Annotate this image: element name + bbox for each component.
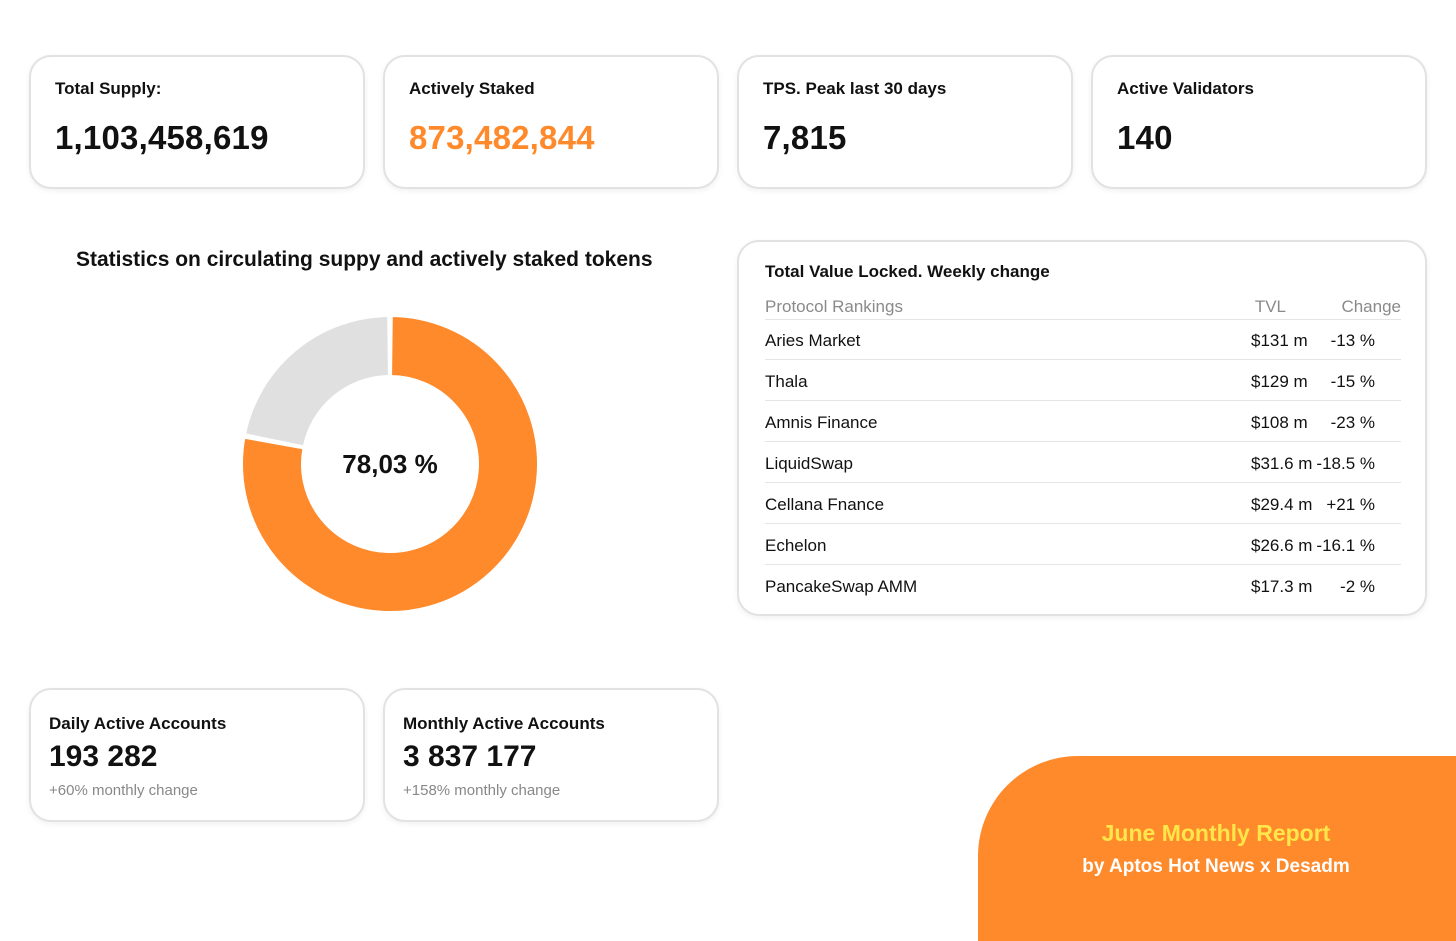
stat-label: TPS. Peak last 30 days — [763, 79, 947, 98]
tvl-value: $129 m — [1251, 372, 1308, 391]
stat-card-active-validators: Active Validators 140 — [1091, 55, 1427, 189]
table-row: LiquidSwap $31.6 m -18.5 % — [765, 442, 1401, 483]
table-row: Aries Market $131 m -13 % — [765, 319, 1401, 360]
tvl-header-row: Protocol Rankings TVL Change — [765, 297, 1401, 320]
stat-card-total-supply: Total Supply: 1,103,458,619 — [29, 55, 365, 189]
change-value: -15 % — [1330, 372, 1375, 391]
change-value: -23 % — [1330, 413, 1375, 432]
accounts-label: Daily Active Accounts — [49, 714, 227, 733]
table-row: Thala $129 m -15 % — [765, 360, 1401, 401]
tvl-title: Total Value Locked. Weekly change — [765, 262, 1050, 281]
header-tvl: TVL — [1254, 297, 1286, 316]
accounts-change: +158% monthly change — [403, 782, 561, 799]
tvl-card: Total Value Locked. Weekly change Protoc… — [737, 240, 1427, 616]
header-protocol: Protocol Rankings — [765, 297, 903, 316]
protocol-name: Echelon — [765, 536, 827, 555]
stat-label: Active Validators — [1117, 79, 1255, 98]
donut-chart: 78,03 % — [240, 314, 540, 614]
change-value: +21 % — [1326, 495, 1375, 514]
stat-value: 1,103,458,619 — [55, 119, 269, 156]
protocol-name: Thala — [765, 372, 808, 391]
protocol-name: Aries Market — [765, 331, 861, 350]
table-row: Echelon $26.6 m -16.1 % — [765, 524, 1401, 565]
report-subtitle: by Aptos Hot News x Desadm — [1082, 856, 1350, 877]
donut-slice-staked — [241, 315, 539, 613]
table-row: PancakeSwap AMM $17.3 m -2 % — [765, 565, 1401, 605]
tvl-value: $31.6 m — [1251, 454, 1313, 473]
report-badge: June Monthly Report by Aptos Hot News x … — [978, 756, 1456, 941]
donut-slice-remaining — [244, 315, 390, 448]
protocol-name: PancakeSwap AMM — [765, 577, 918, 596]
stat-card-tps-peak: TPS. Peak last 30 days 7,815 — [737, 55, 1073, 189]
protocol-name: Cellana Fnance — [765, 495, 885, 514]
accounts-change: +60% monthly change — [49, 782, 198, 799]
tvl-value: $17.3 m — [1251, 577, 1313, 596]
tvl-table-body: Aries Market $131 m -13 % Thala $129 m -… — [765, 319, 1401, 605]
stat-value: 873,482,844 — [409, 119, 595, 156]
stat-label: Actively Staked — [409, 79, 535, 98]
monthly-active-accounts-card: Monthly Active Accounts 3 837 177 +158% … — [383, 688, 719, 822]
table-row: Amnis Finance $108 m -23 % — [765, 401, 1401, 442]
change-value: -18.5 % — [1316, 454, 1375, 473]
chart-title: Statistics on circulating suppy and acti… — [76, 248, 653, 271]
report-title: June Monthly Report — [1101, 820, 1331, 846]
stat-value: 7,815 — [763, 119, 847, 156]
protocol-name: Amnis Finance — [765, 413, 878, 432]
stat-value: 140 — [1117, 119, 1173, 156]
tvl-value: $131 m — [1251, 331, 1308, 350]
stat-card-actively-staked: Actively Staked 873,482,844 — [383, 55, 719, 189]
tvl-value: $29.4 m — [1251, 495, 1313, 514]
donut-center-label: 78,03 % — [342, 448, 438, 479]
change-value: -16.1 % — [1316, 536, 1375, 555]
donut-svg — [241, 315, 539, 613]
stat-label: Total Supply: — [55, 79, 162, 98]
change-value: -13 % — [1330, 331, 1375, 350]
accounts-value: 3 837 177 — [403, 740, 537, 773]
accounts-label: Monthly Active Accounts — [403, 714, 605, 733]
tvl-value: $26.6 m — [1251, 536, 1313, 555]
protocol-name: LiquidSwap — [765, 454, 853, 473]
daily-active-accounts-card: Daily Active Accounts 193 282 +60% month… — [29, 688, 365, 822]
change-value: -2 % — [1340, 577, 1375, 596]
accounts-value: 193 282 — [49, 740, 158, 773]
tvl-value: $108 m — [1251, 413, 1308, 432]
header-change: Change — [1341, 297, 1401, 316]
table-row: Cellana Fnance $29.4 m +21 % — [765, 483, 1401, 524]
